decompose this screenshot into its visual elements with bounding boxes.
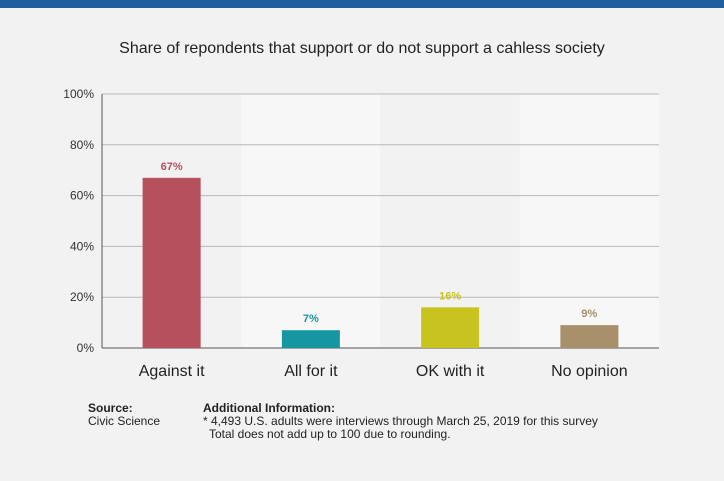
y-tick-label: 20% xyxy=(70,290,94,304)
y-tick-label: 0% xyxy=(77,341,95,355)
source-value: Civic Science xyxy=(88,414,161,428)
data-label: 67% xyxy=(161,161,183,173)
y-tick-label: 60% xyxy=(70,189,94,203)
bar-ok-with-it xyxy=(421,307,480,348)
x-tick-label: OK with it xyxy=(416,363,485,380)
category-band xyxy=(519,94,659,348)
additional-info-line-2: Total does not add up to 100 due to roun… xyxy=(209,427,451,441)
y-tick-label: 80% xyxy=(70,138,94,152)
additional-info-block: Additional Information: * 4,493 U.S. adu… xyxy=(203,402,598,441)
additional-info-line-1: * 4,493 U.S. adults were interviews thro… xyxy=(203,414,598,428)
data-label: 9% xyxy=(581,308,597,320)
category-band xyxy=(241,94,381,348)
data-label: 7% xyxy=(303,313,319,325)
top-accent-bar xyxy=(0,0,724,8)
additional-info-heading: Additional Information: xyxy=(203,401,335,415)
x-tick-label: No opinion xyxy=(551,363,628,380)
data-label: 16% xyxy=(439,290,461,302)
source-heading: Source: xyxy=(88,401,133,415)
source-block: Source: Civic Science xyxy=(88,402,160,428)
y-tick-label: 40% xyxy=(70,239,94,253)
y-tick-label: 100% xyxy=(63,87,94,101)
x-tick-label: All for it xyxy=(284,363,338,380)
bar-against-it xyxy=(142,177,201,348)
x-tick-label: Against it xyxy=(139,363,205,380)
bar-all-for-it xyxy=(281,330,340,348)
bar-no-opinion xyxy=(560,325,619,348)
chart-title: Share of repondents that support or do n… xyxy=(119,40,605,57)
category-band xyxy=(380,94,520,348)
